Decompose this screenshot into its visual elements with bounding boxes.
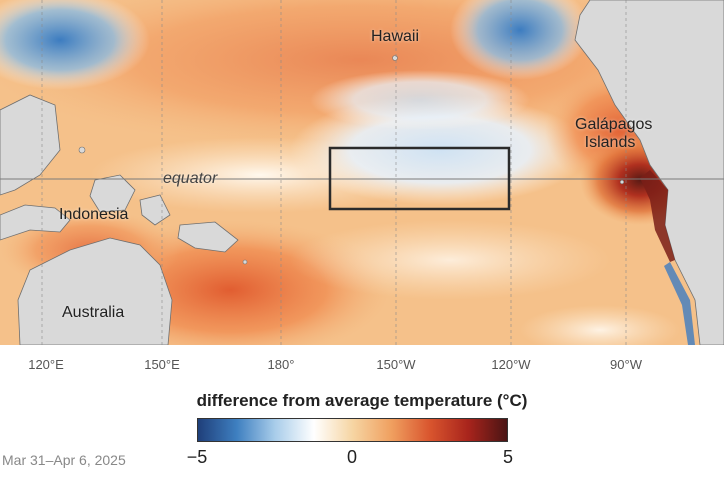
legend-max-label: 5 — [502, 447, 514, 467]
tick-180: 180° — [267, 357, 295, 372]
australia-label: Australia — [62, 304, 125, 321]
date-label: Mar 31–Apr 6, 2025 — [2, 452, 126, 468]
new-guinea — [177, 221, 239, 253]
highlighted-region-box — [328, 146, 511, 211]
philippines-island — [78, 146, 86, 154]
legend-mid-label: 0 — [346, 447, 358, 467]
legend-min-label: −5 — [186, 447, 208, 467]
australia — [17, 237, 173, 345]
galapagos-label-line1: Galápagos — [575, 116, 653, 133]
hawaii-island — [392, 55, 398, 61]
northeast-cool — [450, 0, 590, 80]
borneo — [89, 174, 136, 213]
south-america-coastal-warm — [640, 170, 675, 262]
sea-surface-temperature-map: Hawaii Galápagos Islands equator Indones… — [0, 0, 724, 345]
solomon-island — [242, 259, 248, 265]
south-america-coastal-cool — [664, 262, 695, 345]
tick-150w: 150°W — [376, 357, 416, 372]
north-central-cool — [310, 70, 530, 130]
tick-90w: 90°W — [610, 357, 642, 372]
southeast-neutral — [520, 305, 680, 345]
indonesia-label: Indonesia — [59, 206, 129, 223]
galapagos-label: Galápagos Islands — [575, 116, 653, 152]
galapagos-island — [619, 179, 625, 185]
equator-label: equator — [163, 170, 218, 187]
anomaly-map-graphic — [0, 0, 724, 345]
northwest-cool — [0, 0, 150, 90]
tick-120w: 120°W — [491, 357, 531, 372]
south-central-neutral — [290, 220, 610, 300]
land-masses — [0, 0, 724, 345]
tick-120e: 120°E — [28, 357, 64, 372]
hawaii-label: Hawaii — [371, 28, 420, 45]
legend-colorbar — [197, 418, 508, 442]
tick-150e: 150°E — [144, 357, 180, 372]
galapagos-label-line2: Islands — [584, 134, 636, 151]
asia-mainland — [0, 94, 61, 196]
legend-title: difference from average temperature (°C) — [196, 391, 528, 410]
sumatra-java — [0, 204, 71, 241]
